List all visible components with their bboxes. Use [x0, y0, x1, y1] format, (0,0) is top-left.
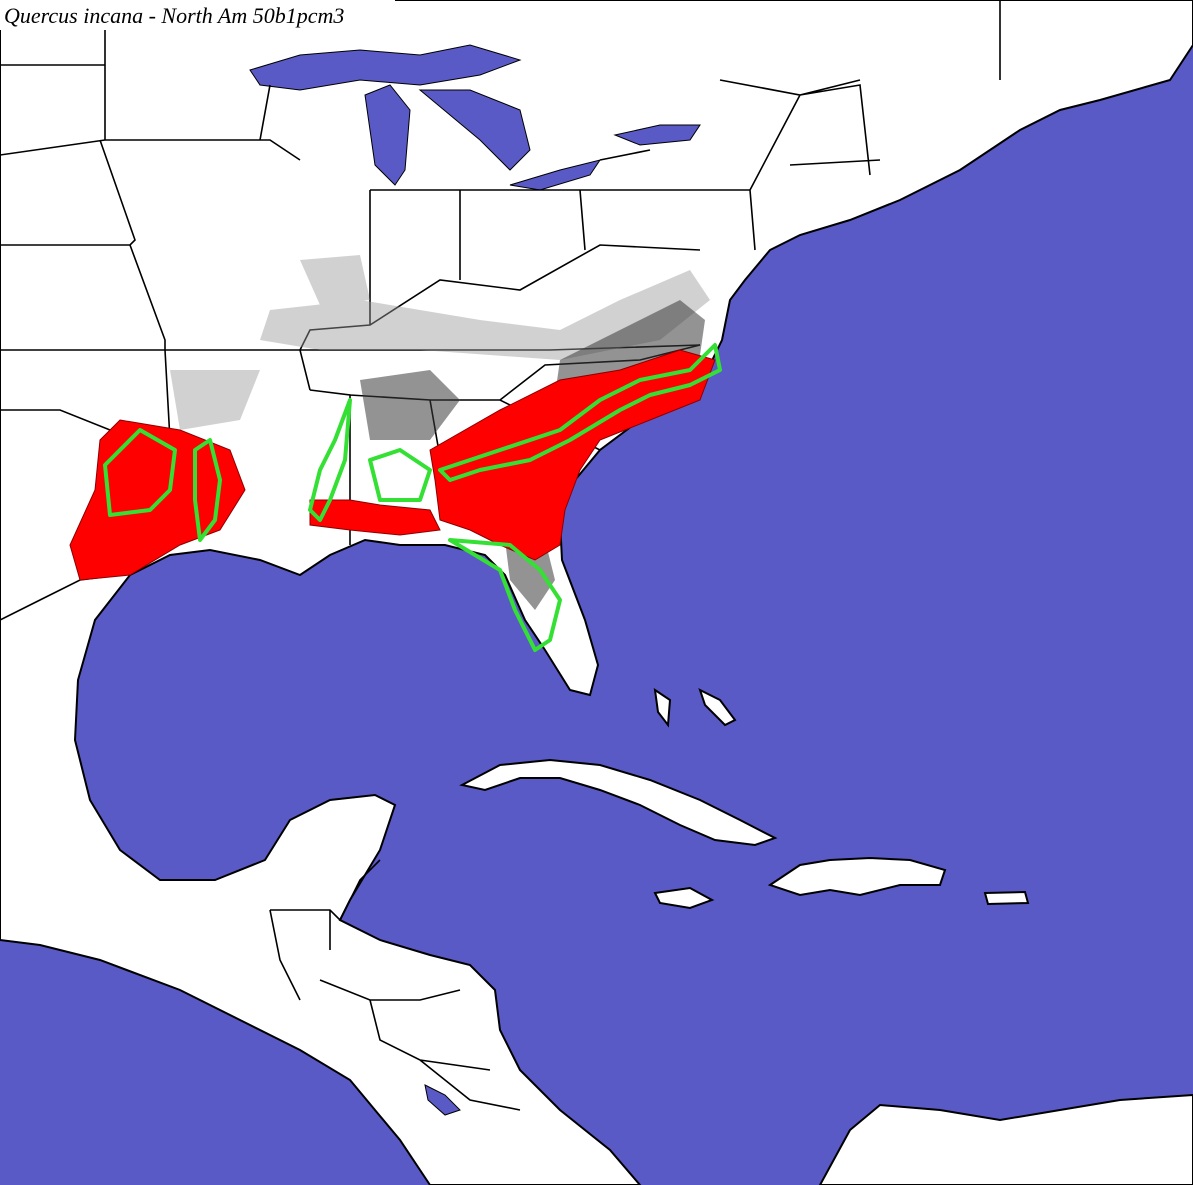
- predicted-range: [69, 349, 716, 581]
- lake-superior: [249, 44, 522, 91]
- south-america: [818, 1093, 1193, 1185]
- lightly-suitable-area: [170, 255, 710, 430]
- cuba: [459, 758, 778, 847]
- bahamas: [653, 687, 737, 728]
- lake-michigan: [364, 84, 411, 186]
- country-borders: [0, 574, 521, 1111]
- lake-erie: [509, 159, 602, 191]
- jamaica: [653, 886, 715, 910]
- map-title: Quercus incana - North Am 50b1pcm3: [4, 3, 344, 28]
- hispaniola: [767, 856, 947, 897]
- lake-nicaragua: [424, 1084, 461, 1116]
- lake-huron: [418, 89, 531, 171]
- range-outline: [103, 343, 722, 652]
- title-background: [0, 0, 395, 30]
- lake-ontario: [613, 124, 701, 146]
- puerto-rico: [983, 890, 1030, 906]
